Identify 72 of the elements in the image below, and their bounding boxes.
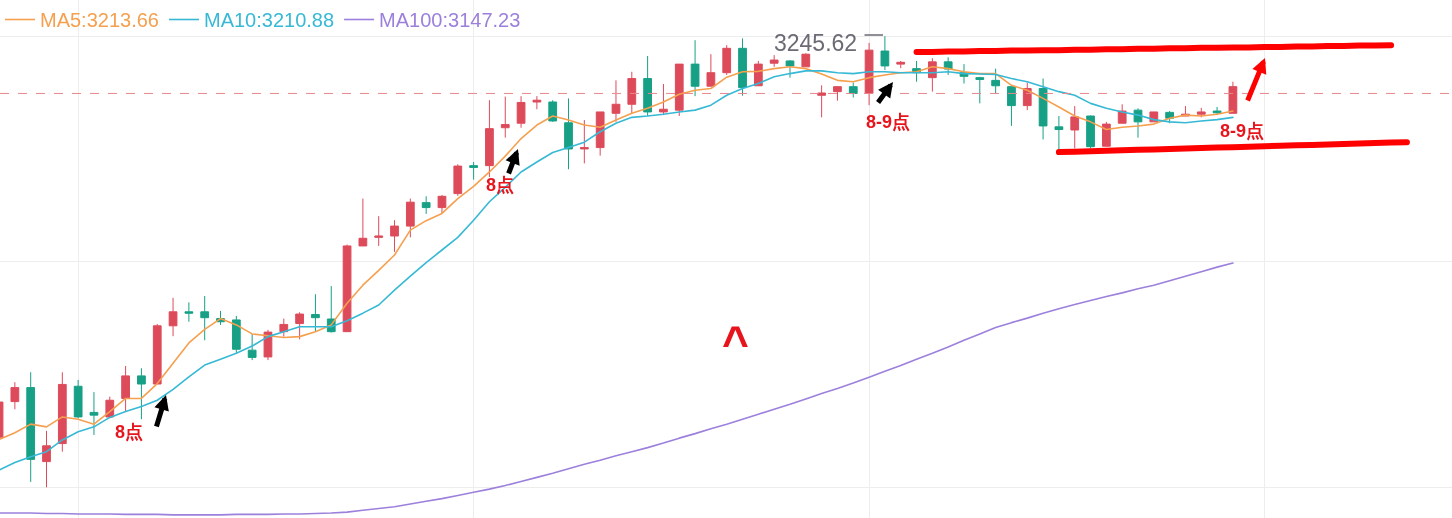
- candlestick: [627, 71, 637, 114]
- candlestick: [295, 311, 304, 340]
- candlestick: [1070, 105, 1080, 149]
- candlestick: [1007, 86, 1016, 127]
- candlestick: [10, 381, 20, 410]
- candlestick: [659, 83, 668, 116]
- candlestick: [500, 96, 510, 139]
- candlestick: [1196, 107, 1206, 118]
- candlestick: [643, 55, 652, 117]
- candlestick: [564, 97, 573, 170]
- candlestick: [595, 111, 605, 157]
- legend-label: MA100:3147.23: [379, 9, 521, 32]
- candlestick: [706, 53, 716, 87]
- legend-label: MA10:3210.88: [203, 9, 335, 32]
- annotation: 3245.62: [774, 30, 858, 56]
- candlestick: [57, 371, 67, 453]
- candlestick: [311, 293, 320, 333]
- candlestick: [1212, 106, 1222, 116]
- candlestick: [833, 85, 842, 102]
- candlestick: [674, 63, 684, 117]
- annotation: 8点: [115, 422, 144, 442]
- candlestick: [263, 329, 273, 361]
- candlestick: [42, 430, 51, 488]
- candlestick: [1101, 121, 1111, 147]
- candlestick: [437, 194, 447, 214]
- candlestick: [374, 215, 384, 247]
- candlestick: [975, 76, 985, 104]
- candlestick: [358, 198, 368, 247]
- candlestick: [801, 52, 811, 68]
- candlestick: [342, 244, 352, 333]
- candlestick: [722, 44, 732, 76]
- candlestick: [532, 95, 542, 110]
- candlestick: [453, 163, 463, 197]
- candlestick: [421, 195, 431, 215]
- candlestick: [137, 367, 146, 420]
- candlestick: [390, 219, 399, 253]
- candlestick: [896, 60, 906, 69]
- candlestick: [231, 315, 241, 354]
- candlestick: [279, 318, 289, 338]
- candlestick: [880, 35, 890, 71]
- candlestick: [184, 301, 194, 323]
- candlestick: [548, 99, 558, 123]
- candlestick: [89, 391, 99, 436]
- candlestick: [769, 54, 779, 68]
- annotation: ^: [722, 317, 749, 369]
- candlestick: [168, 297, 178, 337]
- candlestick: [848, 82, 858, 98]
- candlestick: [152, 323, 162, 385]
- candlestick: [1086, 115, 1095, 149]
- candlestick: [1117, 103, 1127, 124]
- candlestick: [516, 95, 526, 129]
- candlestick: [247, 333, 257, 361]
- candlestick: [405, 198, 415, 238]
- candlestick: [1228, 81, 1238, 114]
- candlestick: [785, 59, 795, 79]
- candlestick: [579, 119, 589, 164]
- candlestick: [485, 99, 494, 178]
- candlestick: [26, 371, 36, 483]
- annotation: 8-9点: [1220, 121, 1265, 141]
- candlestick: [73, 379, 83, 419]
- candlestick: [864, 42, 874, 106]
- candlestick: [1038, 78, 1048, 140]
- candlestick: [991, 68, 1001, 94]
- annotation: 8-9点: [866, 112, 911, 132]
- candlestick: [469, 161, 478, 181]
- legend-label: MA5:3213.66: [40, 9, 159, 32]
- candlestick: [611, 79, 621, 123]
- candlestick: [200, 295, 210, 341]
- candlestick: [121, 365, 130, 413]
- candlestick: [738, 37, 747, 97]
- candlestick: [690, 39, 700, 97]
- candlestick: [817, 84, 826, 118]
